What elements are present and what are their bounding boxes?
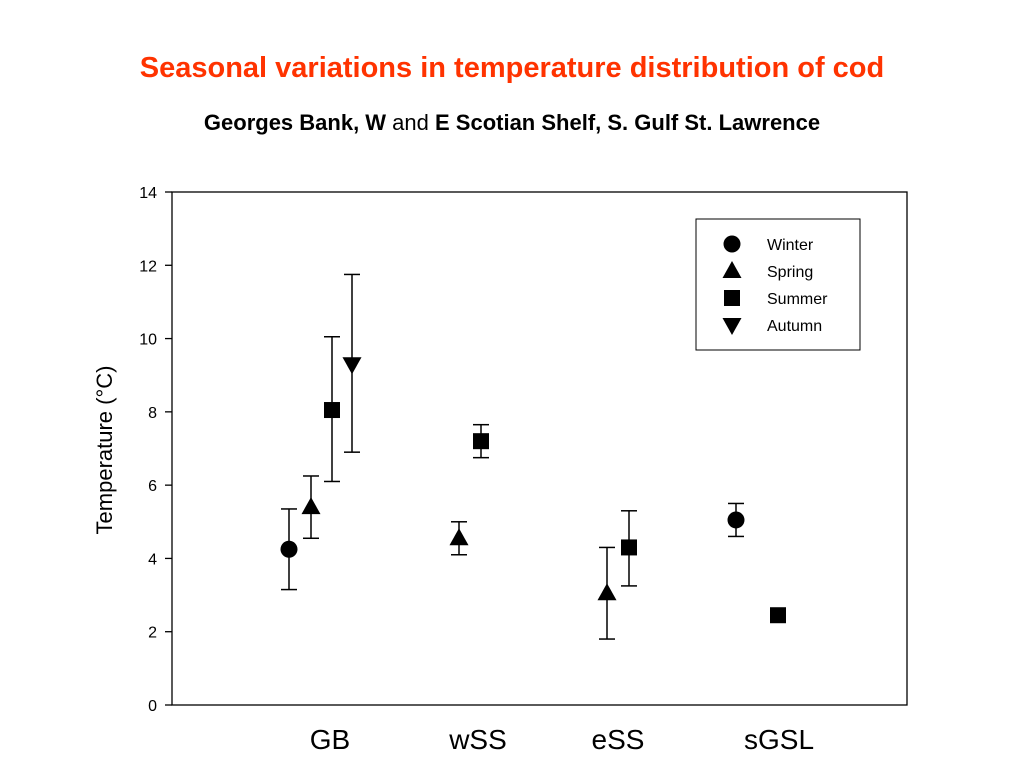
point-autumn-gb xyxy=(342,357,362,375)
y-tick-label: 12 xyxy=(139,258,157,275)
legend-label-autumn: Autumn xyxy=(767,318,822,335)
subtitle-part-2: and xyxy=(386,110,435,135)
legend-label-winter: Winter xyxy=(767,237,814,254)
legend-label-summer: Summer xyxy=(767,291,828,308)
legend-marker-winter xyxy=(723,235,741,253)
legend-marker-autumn xyxy=(722,318,742,335)
point-summer-ess xyxy=(621,539,637,556)
chart-subtitle: Georges Bank, W and E Scotian Shelf, S. … xyxy=(0,110,1024,136)
point-spring-wss xyxy=(449,528,469,546)
point-spring-ess xyxy=(597,583,617,601)
point-summer-wss xyxy=(473,433,489,450)
y-tick-label: 14 xyxy=(139,185,157,202)
x-category-label-wss: wSS xyxy=(448,724,507,755)
x-category-label-gb: GB xyxy=(310,724,350,755)
y-tick-label: 2 xyxy=(148,625,157,642)
point-winter-sgsl xyxy=(727,511,745,529)
y-axis-label: Temperature (°C) xyxy=(92,366,117,535)
chart-title: Seasonal variations in temperature distr… xyxy=(139,52,885,84)
legend: Winter Spring Summer Autumn xyxy=(695,218,861,351)
y-axis: 0 2 4 6 8 10 12 14 xyxy=(139,185,172,715)
point-summer-sgsl xyxy=(770,607,786,624)
y-tick-label: 8 xyxy=(148,405,157,422)
point-spring-gb xyxy=(301,497,321,515)
legend-box xyxy=(695,218,861,351)
x-category-label-ess: eSS xyxy=(592,724,645,755)
x-axis: GB wSS eSS sGSL xyxy=(310,724,814,755)
y-tick-label: 10 xyxy=(139,332,157,349)
x-category-label-sgsl: sGSL xyxy=(744,724,814,755)
y-tick-label: 6 xyxy=(148,478,157,495)
subtitle-part-1: Georges Bank, W xyxy=(203,110,387,135)
legend-marker-spring xyxy=(722,261,742,278)
legend-marker-summer xyxy=(724,290,740,306)
subtitle-part-3: E Scotian Shelf, S. Gulf St. Lawrence xyxy=(435,110,821,135)
legend-label-spring: Spring xyxy=(767,264,813,281)
y-tick-label: 4 xyxy=(148,551,157,568)
data-marks xyxy=(280,273,786,640)
plot-frame xyxy=(171,191,908,706)
point-winter-gb xyxy=(280,540,298,558)
point-summer-gb xyxy=(324,402,340,419)
y-tick-label: 0 xyxy=(148,698,157,715)
